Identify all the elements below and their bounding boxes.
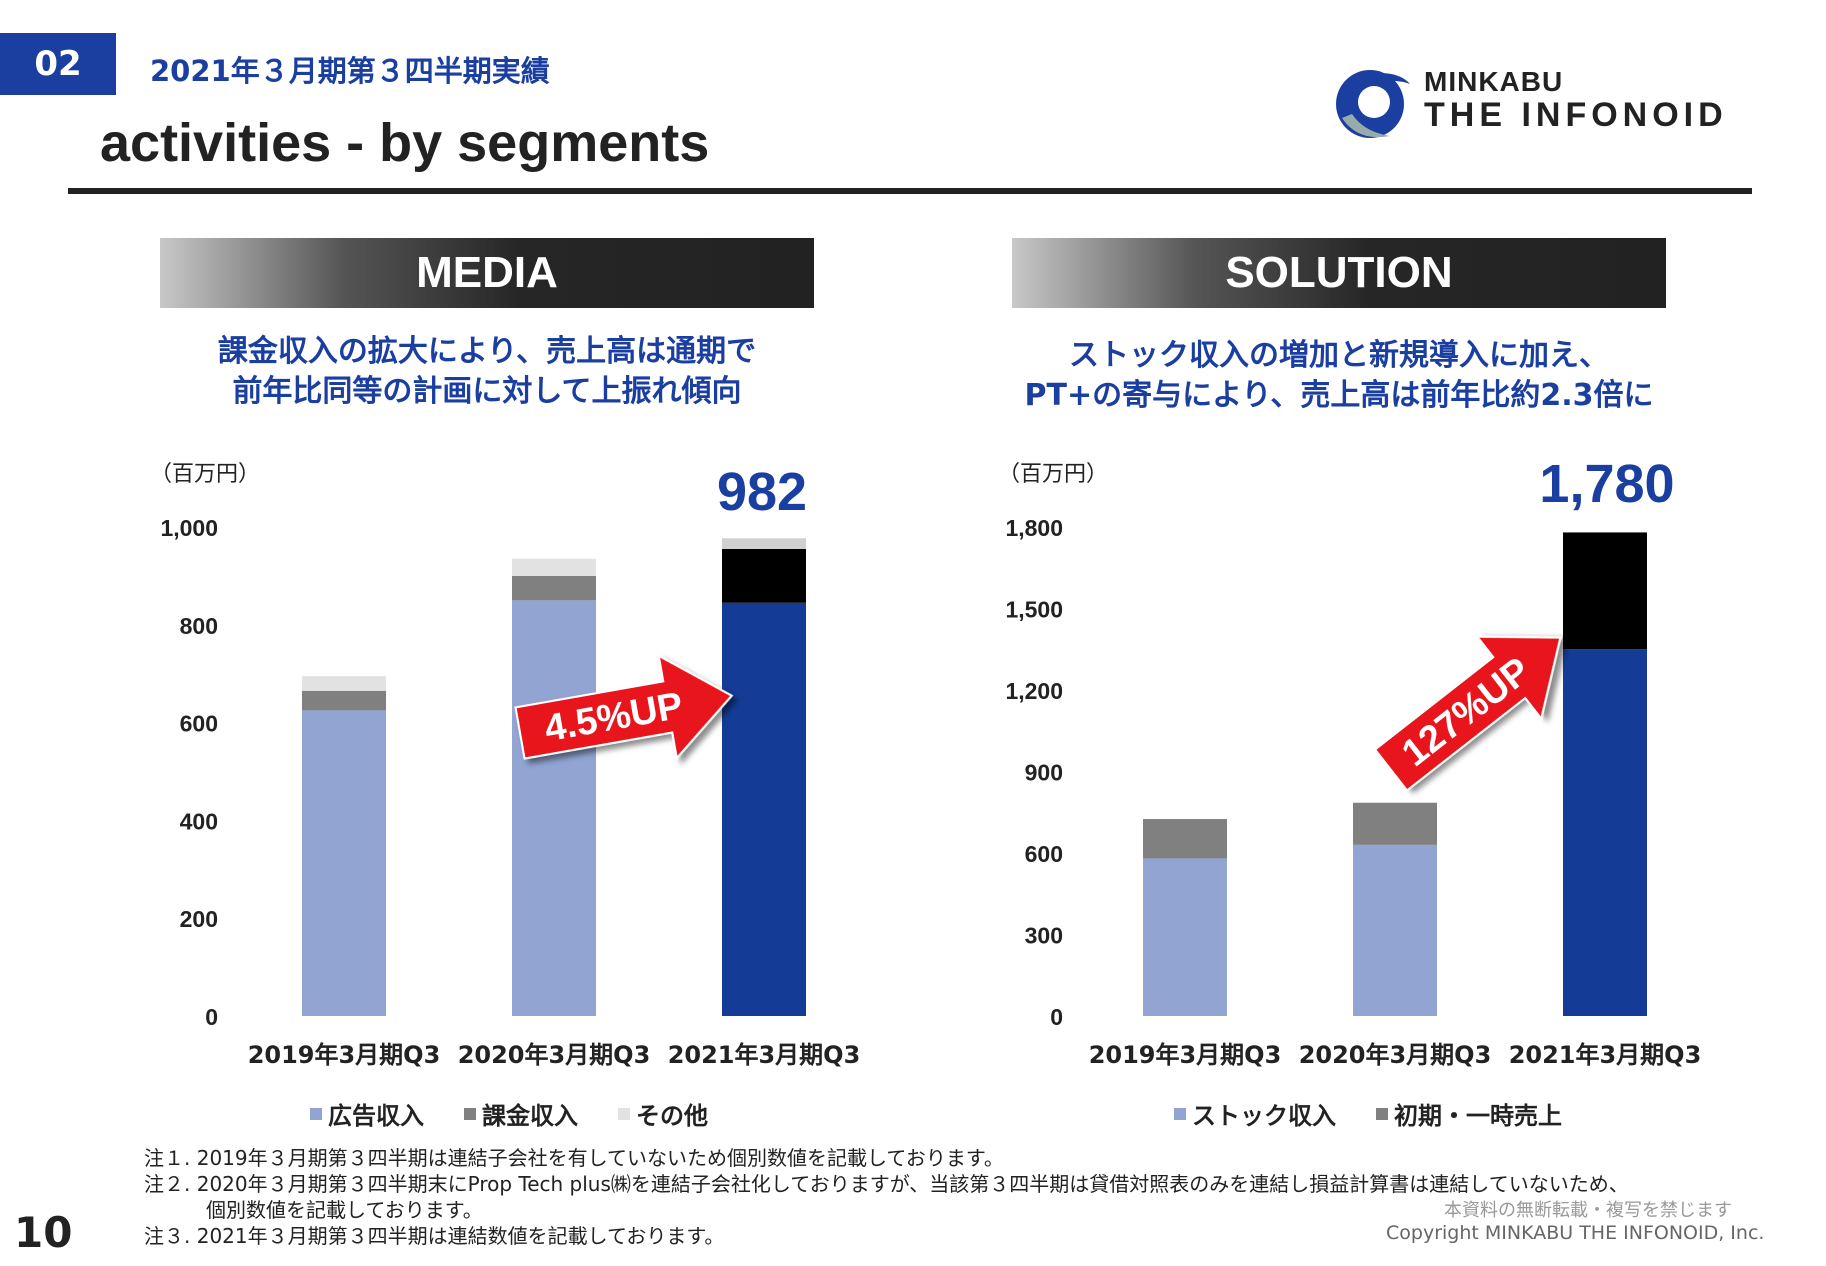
media-legend: 広告収入 課金収入 その他 xyxy=(310,1096,708,1131)
media-bar-3-series-2 xyxy=(722,549,806,603)
solution-subtitle: ストック収入の増加と新規導入に加え、 PT+の寄与により、売上高は前年比約2.3… xyxy=(972,336,1706,416)
media-y-tick-label: 800 xyxy=(180,613,218,639)
media-x-tick-label: 2020年3月期Q3 xyxy=(458,1041,651,1069)
solution-subtitle-line1: ストック収入の増加と新規導入に加え、 xyxy=(1069,338,1609,373)
solution-y-tick-label: 300 xyxy=(1025,923,1063,949)
copyright-notice-jp: 本資料の無断転載・複写を禁じます xyxy=(1444,1200,1732,1221)
solution-y-tick-label: 1,200 xyxy=(1005,678,1063,704)
title-divider xyxy=(68,188,1752,194)
media-legend-swatch xyxy=(464,1107,476,1120)
solution-bar-1-series-2 xyxy=(1143,819,1227,859)
media-legend-label: その他 xyxy=(636,1102,708,1130)
solution-x-tick-label: 2021年3月期Q3 xyxy=(1509,1041,1702,1069)
media-growth-arrow: 4.5%UP xyxy=(514,653,734,761)
media-legend-swatch xyxy=(618,1107,630,1120)
media-bar-1-series-1 xyxy=(302,710,386,1016)
media-arrow-shape xyxy=(514,653,734,761)
media-y-tick-label: 0 xyxy=(205,1004,218,1030)
media-y-tick-label: 400 xyxy=(180,808,218,834)
solution-legend-label: 初期・一時売上 xyxy=(1394,1102,1562,1130)
page-title: activities - by segments xyxy=(100,113,710,173)
footnote-2-cont: 個別数値を記載しております。 xyxy=(206,1198,483,1222)
media-y-tick-label: 1,000 xyxy=(160,515,218,541)
media-subtitle: 課金収入の拡大により、売上高は通期で 前年比同等の計画に対して上振れ傾向 xyxy=(160,332,814,412)
logo-text-top: MINKABU xyxy=(1424,66,1564,97)
media-bar-1-series-3 xyxy=(302,676,386,691)
media-banner: MEDIA xyxy=(160,238,814,308)
company-logo-icon xyxy=(1336,70,1410,138)
media-bar-2-series-3 xyxy=(512,558,596,576)
solution-bar-3-series-2 xyxy=(1563,532,1647,650)
section-number-badge: 02 xyxy=(0,33,116,95)
footnote-3: 注３. 2021年３月期第３四半期は連結数値を記載しております。 xyxy=(144,1224,725,1248)
solution-legend-swatch xyxy=(1376,1107,1388,1120)
media-legend-swatch xyxy=(310,1107,322,1120)
solution-x-tick-label: 2020年3月期Q3 xyxy=(1299,1041,1492,1069)
solution-banner: SOLUTION xyxy=(1012,238,1666,308)
solution-arrow-shape xyxy=(1373,635,1562,792)
media-bar-2-series-1 xyxy=(512,600,596,1016)
media-legend-item: その他 xyxy=(618,1096,708,1131)
solution-y-tick-label: 0 xyxy=(1050,1004,1063,1030)
logo-text-bottom: THE INFONOID xyxy=(1424,96,1728,134)
solution-growth-arrow: 127%UP xyxy=(1373,635,1562,792)
solution-y-tick-label: 1,800 xyxy=(1005,515,1063,541)
media-unit-label: （百万円） xyxy=(150,462,261,487)
media-subtitle-line2: 前年比同等の計画に対して上振れ傾向 xyxy=(232,374,742,409)
media-y-tick-label: 200 xyxy=(180,906,218,932)
solution-legend: ストック収入 初期・一時売上 xyxy=(1174,1096,1562,1131)
solution-legend-item: ストック収入 xyxy=(1174,1096,1336,1131)
media-legend-item: 課金収入 xyxy=(464,1096,578,1131)
media-bar-1-series-2 xyxy=(302,690,386,711)
media-bar-3-series-1 xyxy=(722,602,806,1016)
footnote-1: 注１. 2019年３月期第３四半期は連結子会社を有していないため個別数値を記載し… xyxy=(144,1146,1004,1170)
solution-y-tick-label: 600 xyxy=(1025,841,1063,867)
solution-legend-label: ストック収入 xyxy=(1192,1102,1336,1130)
media-chart: 0 200 400 600 800 1,000 2019年3月期Q3 2020年3月期Q3 20… xyxy=(160,462,861,1069)
copyright-notice: Copyright MINKABU THE INFONOID, Inc. xyxy=(1386,1222,1765,1244)
media-bar-2-series-2 xyxy=(512,575,596,601)
media-total-label: 982 xyxy=(717,462,807,522)
footnotes: 注１. 2019年３月期第３四半期は連結子会社を有していないため個別数値を記載し… xyxy=(144,1145,1629,1249)
media-legend-label: 課金収入 xyxy=(482,1102,578,1130)
media-x-tick-label: 2021年3月期Q3 xyxy=(668,1041,861,1069)
media-y-tick-label: 600 xyxy=(180,711,218,737)
solution-unit-label: （百万円） xyxy=(998,462,1109,487)
media-subtitle-line1: 課金収入の拡大により、売上高は通期で xyxy=(217,334,757,369)
section-title: 2021年３月期第３四半期実績 xyxy=(150,54,550,88)
solution-bar-3-series-1 xyxy=(1563,649,1647,1016)
solution-x-tick-label: 2019年3月期Q3 xyxy=(1089,1041,1282,1069)
page-number: 10 xyxy=(14,1208,73,1257)
media-x-tick-label: 2019年3月期Q3 xyxy=(248,1041,441,1069)
solution-legend-swatch xyxy=(1174,1107,1186,1120)
solution-y-tick-label: 900 xyxy=(1025,760,1063,786)
solution-arrow-label: 127%UP xyxy=(1394,650,1538,775)
footnote-2: 注２. 2020年３月期第３四半期末にProp Tech plus㈱を連結子会社… xyxy=(144,1172,1629,1196)
solution-bar-2-series-2 xyxy=(1353,802,1437,845)
solution-bar-2-series-1 xyxy=(1353,844,1437,1016)
media-legend-item: 広告収入 xyxy=(310,1096,424,1131)
media-bar-3-series-3 xyxy=(722,538,806,550)
solution-bar-1-series-1 xyxy=(1143,858,1227,1016)
solution-total-label: 1,780 xyxy=(1539,454,1674,514)
solution-subtitle-line2: PT+の寄与により、売上高は前年比約2.3倍に xyxy=(1024,378,1654,413)
solution-legend-item: 初期・一時売上 xyxy=(1376,1096,1562,1131)
solution-y-tick-label: 1,500 xyxy=(1005,597,1063,623)
solution-chart: 0 300 600 900 1,200 1,500 1,800 2019年3月期Q3 2020年… xyxy=(1005,454,1702,1069)
media-legend-label: 広告収入 xyxy=(328,1102,424,1130)
